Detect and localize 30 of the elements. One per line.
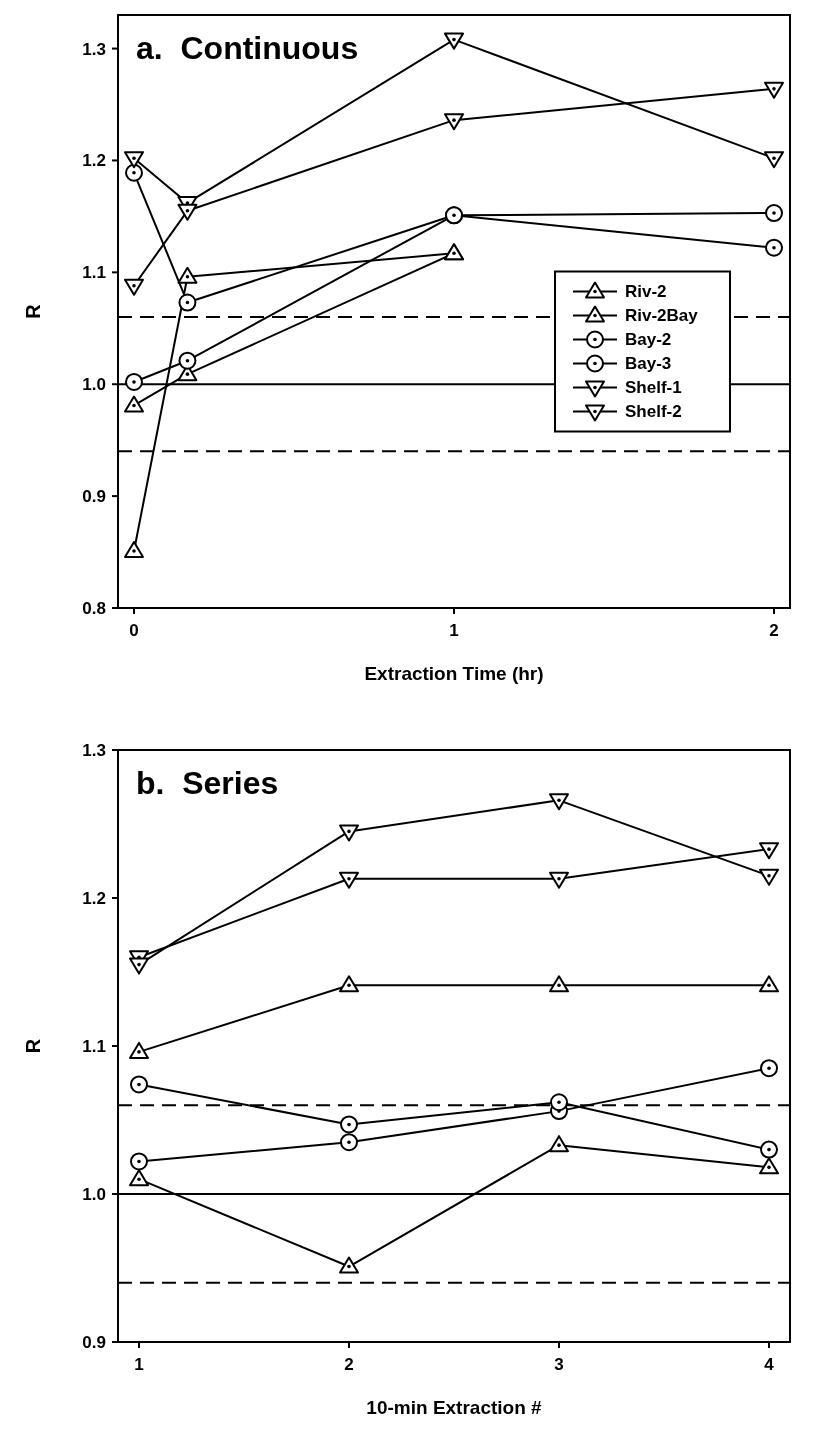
x-tick-label: 3 [554, 1355, 564, 1374]
y-tick-label: 1.2 [82, 888, 106, 908]
legend-label: Riv-2Bay [625, 306, 699, 326]
y-tick-label: 1.0 [82, 375, 106, 395]
y-axis-title: R [22, 1038, 44, 1054]
y-tick-label: 1.0 [82, 1184, 106, 1204]
x-axis-title: Extraction Time (hr) [364, 663, 544, 684]
y-tick-label: 1.1 [82, 1036, 106, 1056]
y-tick-label: 0.9 [82, 487, 106, 507]
y-tick-label: 0.8 [82, 598, 106, 618]
legend-label: Shelf-1 [625, 378, 682, 398]
y-tick-label: 1.1 [82, 263, 106, 283]
x-tick-label: 4 [764, 1355, 775, 1374]
text: a. Continuous [136, 30, 359, 66]
y-tick-label: 1.3 [82, 740, 106, 760]
x-axis-title: 10-min Extraction # [366, 1397, 543, 1418]
y-tick-label: 1.2 [82, 151, 106, 171]
legend-label: Bay-3 [625, 354, 672, 374]
x-tick-label: 1 [134, 1355, 144, 1374]
text: b. Series [136, 765, 279, 801]
legend-label: Riv-2 [625, 282, 667, 302]
x-tick-label: 2 [344, 1355, 354, 1374]
x-tick-label: 2 [769, 621, 779, 640]
y-axis-title: R [22, 303, 44, 319]
x-tick-label: 1 [449, 621, 459, 640]
y-tick-label: 0.9 [82, 1332, 106, 1352]
legend-label: Shelf-2 [625, 402, 682, 422]
x-tick-label: 0 [129, 621, 139, 640]
y-tick-label: 1.3 [82, 39, 106, 59]
legend-label: Bay-2 [625, 330, 672, 350]
